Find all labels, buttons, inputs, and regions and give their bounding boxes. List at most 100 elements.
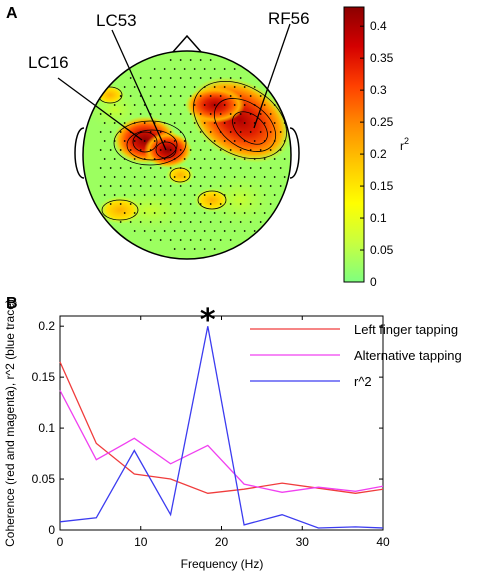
- sensor-dot: [173, 86, 176, 88]
- sensor-dot: [113, 104, 116, 106]
- sensor-dot: [229, 131, 232, 133]
- sensor-dot: [223, 68, 226, 70]
- sensor-dot: [169, 221, 172, 223]
- sensor-dot: [233, 104, 236, 106]
- sensor-dot: [173, 248, 176, 250]
- colorbar-tick-label: 0.05: [370, 243, 394, 257]
- sensor-dot: [139, 185, 142, 187]
- sensor-dot: [283, 176, 286, 178]
- sensor-dot: [113, 122, 116, 124]
- left-ear: [74, 127, 85, 179]
- sensor-dot: [139, 167, 142, 169]
- sensor-dot: [183, 248, 186, 250]
- sensor-dot: [113, 176, 116, 178]
- sensor-dot: [193, 194, 196, 196]
- sensor-dot: [99, 167, 102, 169]
- sensor-dot: [213, 122, 216, 124]
- sensor-dot: [193, 158, 196, 160]
- x-axis-ticks: 0 10 20 30 40: [57, 316, 390, 549]
- callout-rf56: RF56: [268, 9, 310, 28]
- sensor-dot: [183, 68, 186, 70]
- sensor-dot: [119, 131, 122, 133]
- sensor-dot: [233, 176, 236, 178]
- sensor-dot: [189, 203, 192, 205]
- sensor-dot: [169, 95, 172, 97]
- sensor-dot: [153, 68, 156, 70]
- sensor-dot: [159, 131, 162, 133]
- sensor-dot: [239, 149, 242, 151]
- nose: [171, 34, 203, 54]
- sensor-dot: [259, 131, 262, 133]
- sensor-dot: [119, 167, 122, 169]
- sensor-dot: [263, 122, 266, 124]
- yellow-patch: [98, 196, 142, 224]
- sensor-dot: [173, 194, 176, 196]
- sensor-dot: [243, 104, 246, 106]
- sensor-dot: [129, 77, 132, 79]
- sensor-dot: [219, 185, 222, 187]
- sensor-dot: [209, 113, 212, 115]
- sensor-dot: [189, 239, 192, 241]
- sensor-dot: [149, 203, 152, 205]
- sensor-dot: [179, 95, 182, 97]
- sensor-dot: [129, 113, 132, 115]
- sensor-dot: [263, 212, 266, 214]
- sensor-dot: [273, 194, 276, 196]
- sensor-dot: [249, 167, 252, 169]
- sensor-dot: [219, 113, 222, 115]
- sensor-dot: [239, 131, 242, 133]
- sensor-dot: [223, 158, 226, 160]
- y-tick-label: 0.2: [38, 319, 55, 333]
- sensor-dot: [183, 176, 186, 178]
- sensor-dot: [149, 185, 152, 187]
- y-tick-label: 0.05: [32, 472, 56, 486]
- x-axis-title: Frequency (Hz): [181, 557, 264, 571]
- y-tick-label: 0: [48, 523, 55, 537]
- sensor-dot: [199, 167, 202, 169]
- sensor-dot: [219, 149, 222, 151]
- yellow-patch: [95, 85, 125, 105]
- sensor-dot: [179, 203, 182, 205]
- x-tick-label: 20: [215, 535, 229, 549]
- sensor-dot: [259, 149, 262, 151]
- sensor-dot: [193, 86, 196, 88]
- sensor-dot: [279, 149, 282, 151]
- sensor-dot: [253, 104, 256, 106]
- sensor-dot: [133, 140, 136, 142]
- sensor-dot: [213, 140, 216, 142]
- sensor-dot: [223, 176, 226, 178]
- callout-line-lc53: [111, 29, 167, 151]
- sensor-dot: [229, 95, 232, 97]
- sensor-dot: [209, 203, 212, 205]
- lc-activation: [144, 132, 192, 168]
- sensor-dot: [199, 185, 202, 187]
- sensor-dot: [169, 185, 172, 187]
- sensor-dot: [169, 167, 172, 169]
- sensor-dot: [219, 167, 222, 169]
- sensor-dot: [229, 149, 232, 151]
- sensor-dot: [223, 86, 226, 88]
- sensor-dot: [269, 113, 272, 115]
- x-tick-label: 30: [296, 535, 310, 549]
- sensor-dot: [263, 140, 266, 142]
- legend-label: Alternative tapping: [354, 348, 462, 363]
- callout-lc16: LC16: [28, 53, 69, 72]
- sensor-dot: [159, 95, 162, 97]
- sensor-dot: [219, 131, 222, 133]
- sensor-dot: [179, 185, 182, 187]
- sensor-dot: [183, 158, 186, 160]
- sensor-dot: [269, 131, 272, 133]
- sensor-dot: [123, 140, 126, 142]
- sensor-dot: [189, 167, 192, 169]
- sensor-dot: [179, 59, 182, 61]
- sensor-dot: [253, 230, 256, 232]
- sensor-dot: [209, 131, 212, 133]
- sensor-dot: [99, 185, 102, 187]
- sensor-dot: [103, 122, 106, 124]
- sensor-dot: [129, 185, 132, 187]
- sensor-dot: [209, 167, 212, 169]
- sensor-dot: [223, 194, 226, 196]
- sensor-dot: [223, 140, 226, 142]
- sensor-dot: [279, 167, 282, 169]
- sensor-dot: [159, 203, 162, 205]
